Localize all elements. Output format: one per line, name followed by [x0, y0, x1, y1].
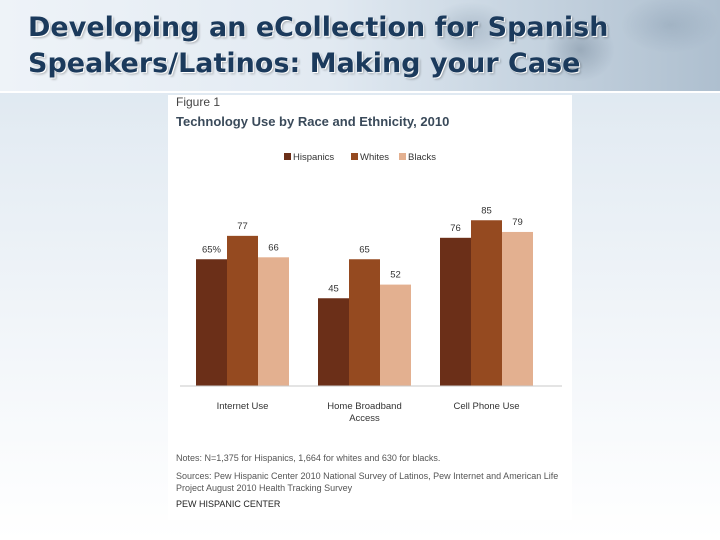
- figure-card: Figure 1 Technology Use by Race and Ethn…: [168, 95, 572, 520]
- data-label-whites-1: 65: [359, 244, 370, 255]
- bar-blacks-0: [258, 257, 289, 386]
- bar-hispanics-2: [440, 237, 471, 386]
- chart-sources: Sources: Pew Hispanic Center 2010 Nation…: [176, 471, 559, 493]
- legend-label-blacks: Blacks: [408, 152, 436, 163]
- data-label-blacks-1: 52: [390, 270, 401, 281]
- bar-chart: Hispanics Whites Blacks 65% 77 66 45 65 52 76 85 7…: [180, 152, 562, 424]
- legend-swatch-whites: [351, 153, 358, 160]
- bar-hispanics-0: [196, 259, 227, 386]
- header-divider: [0, 91, 720, 93]
- chart-notes: Notes: N=1,375 for Hispanics, 1,664 for …: [176, 453, 441, 463]
- chart-legend: Hispanics Whites Blacks: [284, 152, 436, 163]
- data-label-blacks-2: 79: [512, 217, 523, 228]
- figure-label: Figure 1: [176, 95, 221, 109]
- data-label-hispanics-1: 45: [328, 283, 339, 294]
- category-label-0-0: Internet Use: [217, 401, 269, 412]
- chart-title: Technology Use by Race and Ethnicity, 20…: [176, 114, 450, 129]
- data-label-whites-0: 77: [237, 221, 248, 232]
- bar-whites-1: [349, 259, 380, 386]
- bar-whites-2: [471, 220, 502, 386]
- header-band: [0, 0, 720, 92]
- data-label-blacks-0: 66: [268, 242, 279, 253]
- category-label-2-0: Cell Phone Use: [453, 401, 519, 412]
- data-label-whites-2: 85: [481, 205, 492, 216]
- legend-swatch-hispanics: [284, 153, 291, 160]
- legend-label-whites: Whites: [360, 152, 389, 163]
- category-label-1-0: Home Broadband: [327, 401, 401, 412]
- slide-title: Developing an eCollection for Spanish Sp…: [28, 12, 609, 79]
- bar-hispanics-1: [318, 298, 349, 386]
- bar-blacks-1: [380, 284, 411, 386]
- bar-blacks-2: [502, 231, 533, 386]
- bar-whites-0: [227, 235, 258, 386]
- category-label-1-1: Access: [349, 413, 380, 424]
- header-photo: [390, 0, 720, 92]
- chart-credit: PEW HISPANIC CENTER: [176, 499, 281, 509]
- data-label-hispanics-2: 76: [450, 223, 461, 234]
- legend-swatch-blacks: [399, 153, 406, 160]
- data-label-hispanics-0: 65%: [202, 244, 222, 255]
- chart-bars: [196, 220, 533, 386]
- legend-label-hispanics: Hispanics: [293, 152, 334, 163]
- chart-data-labels: 65% 77 66 45 65 52 76 85 79: [202, 205, 523, 294]
